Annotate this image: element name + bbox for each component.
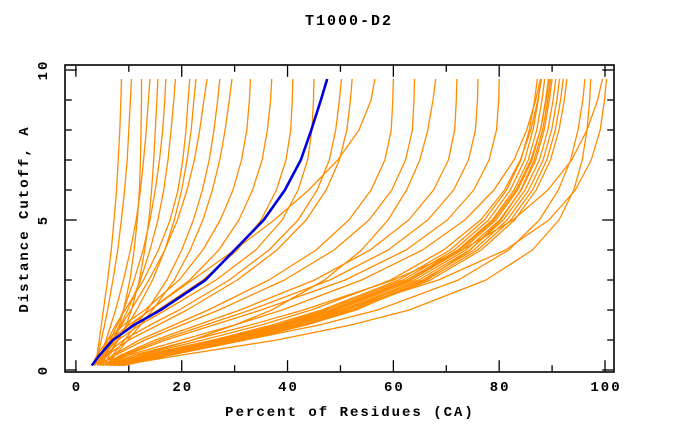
- model-curve: [110, 78, 543, 367]
- y-tick-label: 5: [36, 215, 52, 225]
- plot-border: [64, 64, 615, 373]
- model-curve: [99, 78, 395, 367]
- y-axis-label: Distance Cutoff, A: [17, 125, 33, 313]
- model-curve: [107, 78, 542, 367]
- highlight-curve: [90, 78, 329, 367]
- model-curve: [118, 78, 553, 367]
- axis-ticks: [65, 65, 614, 372]
- model-curve: [122, 78, 564, 367]
- model-curve: [102, 78, 458, 367]
- x-tick-label: 80: [490, 380, 511, 396]
- model-curve: [112, 78, 586, 367]
- model-curve: [117, 78, 550, 367]
- model-curve: [93, 78, 123, 366]
- model-curve: [93, 78, 133, 366]
- x-tick-label: 60: [384, 380, 405, 396]
- model-curves: [90, 78, 608, 367]
- model-curve: [91, 78, 273, 366]
- model-curve: [93, 78, 343, 366]
- model-curve: [96, 78, 151, 366]
- x-tick-label: 20: [172, 380, 193, 396]
- x-tick-label: 40: [278, 380, 299, 396]
- chart-title: T1000-D2: [304, 13, 394, 30]
- model-curve: [107, 78, 604, 367]
- x-axis-label: Percent of Residues (CA): [225, 405, 475, 421]
- y-tick-label: 10: [36, 60, 52, 81]
- model-curve: [110, 78, 608, 367]
- model-curve: [96, 78, 353, 366]
- model-curve: [91, 78, 252, 366]
- y-tick-label: 0: [36, 365, 52, 375]
- x-tick-label: 100: [590, 380, 621, 396]
- tick-labels: 0 20 40 60 80 100 0 5 10: [36, 60, 621, 396]
- x-tick-label: 0: [72, 380, 82, 396]
- model-curve: [112, 78, 550, 367]
- model-curve: [120, 78, 561, 367]
- model-curve: [104, 78, 500, 367]
- model-curve: [102, 78, 479, 367]
- model-curve: [99, 78, 416, 367]
